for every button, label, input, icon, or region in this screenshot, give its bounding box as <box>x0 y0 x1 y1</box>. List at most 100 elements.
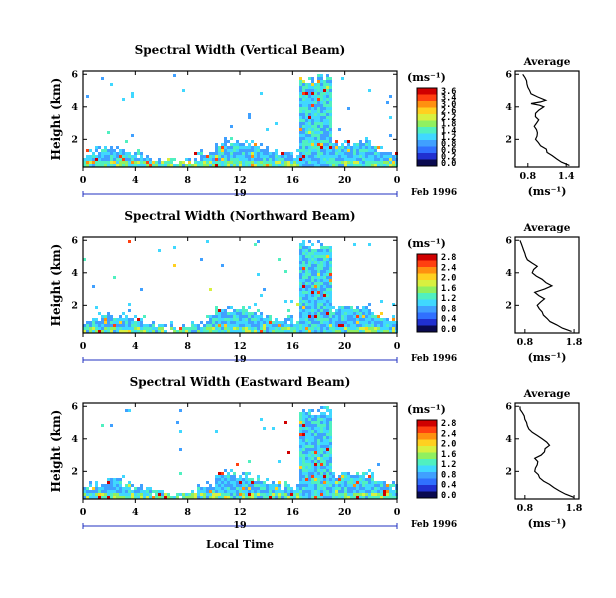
colorbar-swatch <box>417 312 437 320</box>
colorbar-swatch <box>417 101 437 108</box>
profile-x-tick: 1.8 <box>566 337 583 348</box>
profile-frame <box>514 70 580 168</box>
day-label: 19 <box>233 520 247 531</box>
colorbar-swatch <box>417 446 437 453</box>
heatmap-cells <box>83 240 398 333</box>
colorbar-swatch <box>417 433 437 440</box>
profile-line <box>522 73 570 166</box>
y-tick-label: 2 <box>71 134 78 145</box>
panel-title: Spectral Width (Northward Beam) <box>124 209 355 223</box>
colorbar-swatch <box>417 459 437 466</box>
profile-x-tick: 0.8 <box>517 503 534 514</box>
x-axis-label: Local Time <box>206 538 274 551</box>
colorbar-unit: (ms⁻¹) <box>407 237 446 250</box>
colorbar-swatch <box>417 280 437 287</box>
profile-x-tick: 1.4 <box>558 171 575 182</box>
colorbar-tick-label: 0.0 <box>441 491 456 501</box>
profile-line <box>519 240 572 332</box>
colorbar-tick-label: 2.8 <box>441 253 456 263</box>
x-tick-label: 0 <box>394 507 401 518</box>
colorbar-frame <box>416 87 438 167</box>
x-tick-label: 16 <box>286 341 300 352</box>
colorbar-swatch <box>417 254 437 261</box>
profile-x-tick: 0.8 <box>517 337 534 348</box>
colorbar-swatch <box>417 260 437 268</box>
colorbar-swatch <box>417 94 437 102</box>
colorbar-tick-label: 0.8 <box>441 470 456 480</box>
colorbar-tick-label: 0.0 <box>441 325 456 335</box>
colorbar-frame <box>416 253 438 333</box>
x-tick-label: 4 <box>132 507 139 518</box>
colorbar-tick-label: 1.8 <box>441 120 456 130</box>
colorbar-swatch <box>417 299 437 307</box>
colorbar-tick-label: 2.6 <box>441 107 456 117</box>
x-tick-label: 20 <box>338 341 352 352</box>
colorbar-frame <box>416 419 438 499</box>
colorbar-swatch <box>417 120 437 128</box>
profile-y-tick: 4 <box>505 268 512 279</box>
profile-y-tick: 6 <box>505 69 512 80</box>
colorbar-tick-label: 2.4 <box>441 429 456 439</box>
x-tick-label: 20 <box>338 507 352 518</box>
profile-y-tick: 6 <box>505 235 512 246</box>
y-tick-label: 2 <box>71 466 78 477</box>
x-tick-label: 12 <box>233 175 246 186</box>
colorbar-swatch <box>417 325 437 333</box>
colorbar-tick-label: 1.4 <box>441 126 456 136</box>
profile-x-tick: 1.8 <box>566 503 583 514</box>
colorbar-swatch <box>417 146 437 154</box>
x-tick-label: 16 <box>286 175 300 186</box>
y-tick-label: 6 <box>71 69 78 80</box>
colorbar-tick-label: 0.0 <box>441 159 456 169</box>
colorbar-tick-label: 0.4 <box>441 481 456 491</box>
profile-x-label: (ms⁻¹) <box>528 517 567 530</box>
colorbar-tick-label: 2.0 <box>441 440 456 450</box>
profile-y-tick: 4 <box>505 434 512 445</box>
colorbar-tick-label: 3.6 <box>441 87 456 97</box>
colorbar-tick-label: 1.6 <box>441 284 456 294</box>
colorbar-swatch <box>417 420 437 427</box>
y-tick-label: 6 <box>71 235 78 246</box>
colorbar-swatch <box>417 273 437 281</box>
x-tick-label: 12 <box>233 341 246 352</box>
colorbar-swatch <box>417 114 437 121</box>
day-label: 19 <box>233 188 247 199</box>
colorbar-tick-label: 1.2 <box>441 133 456 143</box>
colorbar-tick-label: 0.8 <box>441 304 456 314</box>
colorbar-tick-label: 1.2 <box>441 294 456 304</box>
date-label: Feb 1996 <box>411 188 457 198</box>
colorbar-swatch <box>417 107 437 115</box>
x-tick-label: 0 <box>80 341 87 352</box>
colorbar-tick-label: 1.6 <box>441 450 456 460</box>
colorbar-swatch <box>417 159 437 167</box>
panel-title: Spectral Width (Eastward Beam) <box>130 375 351 389</box>
colorbar-swatch <box>417 127 437 134</box>
profile-frame <box>514 402 580 500</box>
colorbar-tick-label: 2.0 <box>441 274 456 284</box>
colorbar-tick-label: 0.2 <box>441 152 456 162</box>
profile-title: Average <box>523 56 571 68</box>
y-tick-label: 6 <box>71 401 78 412</box>
profile-y-tick: 2 <box>505 134 512 145</box>
panel-3: Spectral Width (Eastward Beam)0 4 8 12 16 20 0… <box>49 375 583 531</box>
profile-x-tick: 0.8 <box>520 171 537 182</box>
colorbar-unit: (ms⁻¹) <box>407 71 446 84</box>
y-axis-label: Height (km) <box>49 410 63 493</box>
colorbar-swatch <box>417 472 437 479</box>
profile-frame <box>514 236 580 334</box>
colorbar-swatch <box>417 133 437 141</box>
date-label: Feb 1996 <box>411 354 457 364</box>
x-tick-label: 12 <box>233 507 246 518</box>
profile-y-tick: 2 <box>505 300 512 311</box>
colorbar-tick-label: 0.4 <box>441 315 456 325</box>
colorbar-swatch <box>417 319 437 326</box>
x-tick-label: 8 <box>184 507 191 518</box>
colorbar-swatch <box>417 491 437 499</box>
colorbar-swatch <box>417 88 437 95</box>
heatmap-cells <box>83 406 398 499</box>
colorbar-swatch <box>417 478 437 486</box>
colorbar-swatch <box>417 286 437 294</box>
x-tick-label: 8 <box>184 175 191 186</box>
heatmap-cells <box>83 74 398 167</box>
x-tick-label: 0 <box>80 175 87 186</box>
